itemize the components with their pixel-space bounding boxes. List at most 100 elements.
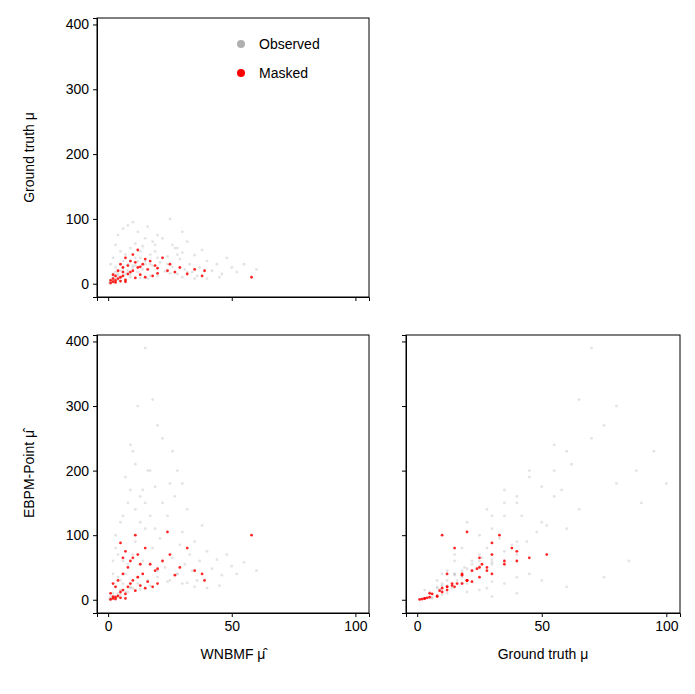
x-axis: 050100 [407,613,681,634]
point [193,569,196,572]
point [431,596,434,599]
point [149,563,152,566]
point [181,482,184,485]
point [129,271,132,274]
point [117,269,120,272]
point [466,579,469,582]
point [136,553,139,556]
x-axis-line [407,614,681,618]
point [201,524,204,527]
y-axis: 0100200300400 [66,16,98,297]
point [478,589,481,592]
point [211,269,214,272]
point [436,579,439,582]
point [466,579,469,582]
point [428,596,431,599]
point [466,591,469,594]
point [225,256,228,259]
y-tick-mark [402,471,406,472]
point [124,280,127,283]
point [423,598,426,601]
y-tick-label: 400 [66,16,90,32]
y-tick-mark [402,341,406,342]
point [478,534,481,537]
y-tick-mark [93,406,97,407]
point [438,589,441,592]
point [503,489,506,492]
frame [97,335,369,613]
point [144,276,147,279]
point [476,567,479,570]
point [515,576,518,579]
point [441,591,444,594]
point [159,537,162,540]
point [112,592,115,595]
x-tick [355,297,356,301]
y-tick [402,535,406,536]
point [578,398,581,401]
point [471,569,474,572]
point [134,540,137,543]
point [553,495,556,498]
y-tick-label: 0 [81,592,89,608]
frame [406,335,680,613]
x-tick-mark [232,613,233,617]
point [191,271,194,274]
point [131,587,134,590]
point [206,550,209,553]
point [428,592,431,595]
point [136,576,139,579]
x-tick: 50 [534,613,550,634]
point [178,266,181,269]
y-tick [402,341,406,342]
point [149,514,152,517]
y-axis-title: Ground truth μ [21,112,37,203]
point [169,553,172,556]
point [112,595,115,598]
point [114,243,117,246]
point [491,527,494,530]
point [122,573,125,576]
point [169,218,172,221]
point [119,593,122,596]
point [119,591,122,594]
x-tick-mark [108,613,109,617]
point [498,537,501,540]
point [196,275,199,278]
point [441,584,444,587]
y-tick: 0 [81,276,97,292]
point [421,598,424,601]
point [146,225,149,228]
point [211,567,214,570]
point [149,584,152,587]
point [178,566,181,569]
point [144,527,147,530]
point [540,579,543,582]
point [156,234,159,237]
point [117,553,120,556]
point [154,243,157,246]
point [144,501,147,504]
point [196,579,199,582]
point [216,263,219,266]
point [578,508,581,511]
point [193,585,196,588]
point [117,576,120,579]
point [446,573,449,576]
point [446,585,449,588]
point [503,560,506,563]
point [173,271,176,274]
point [122,271,125,274]
point [136,266,139,269]
point [570,463,573,466]
point [151,585,154,588]
y-tick [402,600,406,601]
y-tick [402,406,406,407]
point [481,556,484,559]
point [451,582,454,585]
point [436,587,439,590]
point [114,598,117,601]
point [154,250,157,253]
point [466,531,469,534]
y-tick: 300 [66,398,97,414]
